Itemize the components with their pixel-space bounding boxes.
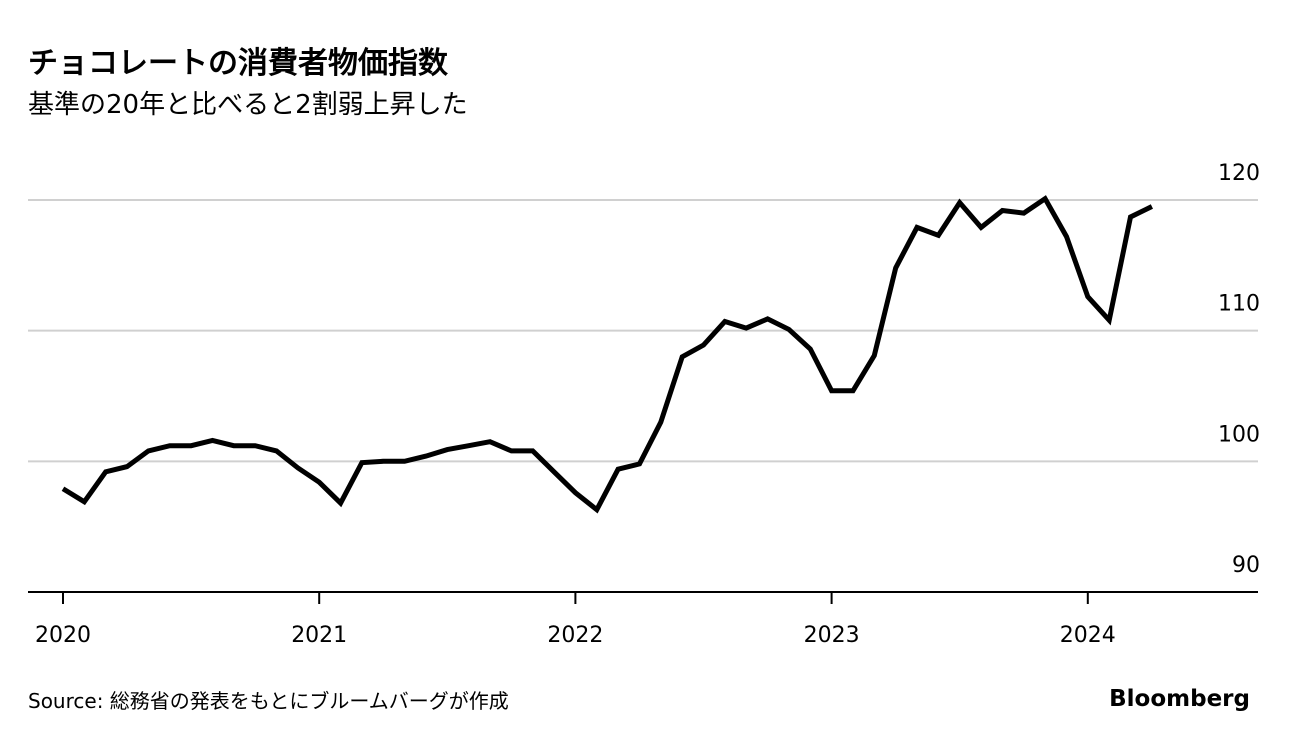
y-tick-label: 120 <box>1218 161 1260 186</box>
x-tick-label: 2023 <box>804 623 860 648</box>
source-note: Source: 総務省の発表をもとにブルームバーグが作成 <box>28 689 509 713</box>
y-tick-label: 90 <box>1232 553 1260 578</box>
x-tick-label: 2024 <box>1060 623 1116 648</box>
data-line <box>61 195 1154 514</box>
x-tick-label: 2020 <box>35 623 91 648</box>
y-tick-label: 110 <box>1218 292 1260 317</box>
brand-logo: Bloomberg <box>1109 686 1250 712</box>
x-tick-label: 2022 <box>547 623 603 648</box>
chart-subtitle: 基準の20年と比べると2割弱上昇した <box>28 90 468 120</box>
chart-title: チョコレートの消費者物価指数 <box>28 46 449 81</box>
y-tick-label: 100 <box>1218 422 1260 447</box>
x-tick-label: 2021 <box>291 623 347 648</box>
